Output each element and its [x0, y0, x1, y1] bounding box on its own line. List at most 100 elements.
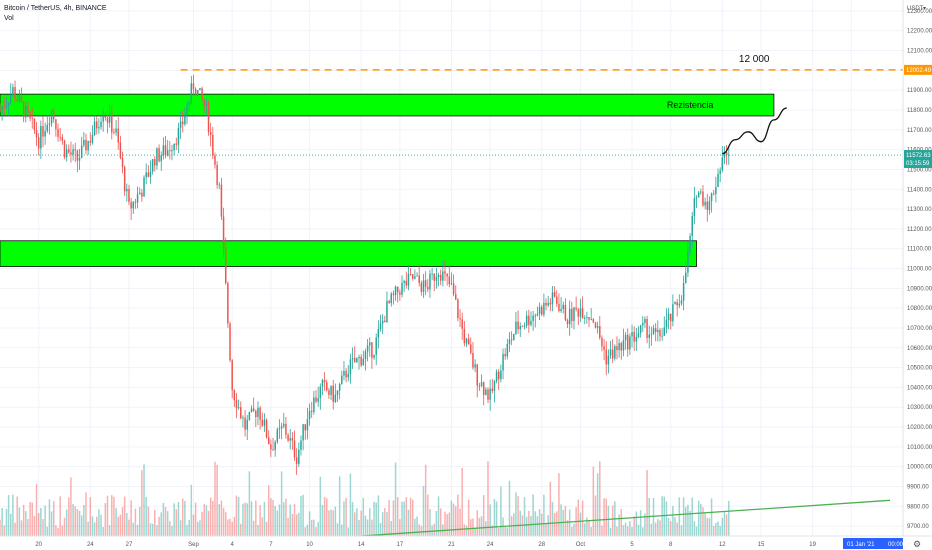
- volume-bar: [414, 518, 416, 536]
- volume-bar: [323, 496, 326, 536]
- volume-label[interactable]: Vol: [4, 15, 14, 22]
- volume-bar: [310, 519, 313, 536]
- volume-bar: [233, 516, 236, 536]
- volume-bar: [229, 518, 231, 536]
- candle-body: [470, 344, 472, 353]
- price-tick-label: 9700.00: [907, 524, 929, 530]
- candle-body: [525, 315, 528, 326]
- axis-menu-icon[interactable]: ▾: [923, 6, 926, 12]
- price-axis[interactable]: USDT ▾ 12300.0012200.0012100.0012000.001…: [902, 0, 932, 536]
- volume-bar: [300, 495, 302, 536]
- volume-bar: [500, 486, 502, 536]
- settings-gear-icon[interactable]: ⚙: [913, 539, 921, 549]
- candle-body: [102, 116, 104, 122]
- candle-body: [461, 319, 463, 329]
- candle-body: [568, 308, 571, 325]
- candle-body: [289, 438, 291, 441]
- time-axis[interactable]: 202427Sep47101417212428Oct5812151922 01 …: [0, 535, 932, 550]
- volume-bar: [257, 524, 259, 536]
- candle-body: [12, 87, 14, 95]
- volume-bar: [416, 516, 418, 536]
- volume-bar: [162, 502, 165, 536]
- volume-bar: [590, 527, 592, 536]
- support-zone[interactable]: [0, 240, 697, 267]
- volume-bar: [158, 516, 160, 536]
- candle-body: [465, 338, 468, 344]
- volume-bar: [706, 517, 709, 536]
- volume-bar: [343, 501, 345, 536]
- projection-path[interactable]: [722, 107, 787, 155]
- candle-body: [145, 172, 147, 178]
- volume-bar: [467, 499, 470, 536]
- volume-bar: [63, 517, 66, 536]
- candle-body: [205, 101, 208, 106]
- candle-body: [700, 191, 702, 193]
- volume-bar: [145, 496, 147, 536]
- candle-body: [414, 276, 416, 279]
- candle-body: [551, 292, 554, 305]
- candle-body: [536, 313, 539, 316]
- volume-bar: [111, 495, 113, 536]
- symbol-title[interactable]: Bitcoin / TetherUS, 4h, BINANCE: [4, 5, 107, 12]
- volume-bar: [68, 497, 70, 536]
- time-tick-label: Sep: [188, 542, 199, 548]
- volume-bar: [302, 494, 304, 536]
- candle-body: [216, 164, 218, 185]
- volume-bar: [59, 496, 61, 536]
- candle-body: [553, 292, 556, 297]
- candle-body: [369, 342, 371, 346]
- volume-bar: [586, 517, 588, 536]
- time-tick-label: 15: [758, 542, 765, 548]
- candle-body: [298, 449, 300, 464]
- zones[interactable]: Rezistencia: [0, 93, 775, 267]
- volume-bar: [470, 519, 472, 536]
- candle-body: [27, 105, 29, 113]
- candle-body: [306, 419, 309, 431]
- volume-bar: [551, 501, 554, 536]
- dashed-level-badge-text: 12002.49: [906, 68, 932, 74]
- price-tick-label: 11100.00: [907, 247, 932, 253]
- volume-bar: [35, 483, 38, 536]
- price-tick-label: 11700.00: [907, 128, 932, 134]
- price-tick-label: 11500.00: [907, 167, 932, 173]
- candle-body: [712, 193, 715, 195]
- resistance-zone[interactable]: [0, 93, 775, 117]
- candle-body: [80, 145, 83, 158]
- price-tick-label: 10800.00: [907, 306, 932, 312]
- volume-bar: [478, 517, 481, 536]
- volume-bar: [596, 473, 599, 536]
- candle-body: [295, 457, 298, 464]
- candle-body: [538, 306, 541, 314]
- price-tick-label: 10000.00: [907, 465, 932, 471]
- candle-body: [315, 397, 317, 402]
- candle-body: [293, 440, 296, 458]
- candle-body: [332, 385, 334, 402]
- volume-bar: [525, 516, 528, 536]
- candle-body: [106, 117, 109, 123]
- volume-bar: [192, 514, 195, 536]
- candle-body: [126, 188, 128, 192]
- candle-body: [304, 424, 307, 431]
- volume-bar: [407, 509, 410, 536]
- candle-body: [390, 293, 393, 304]
- volume-bar: [263, 502, 266, 536]
- candle-body: [579, 308, 582, 317]
- volume-bar: [532, 494, 534, 536]
- candle-body: [452, 283, 455, 295]
- volume-bar: [564, 506, 567, 536]
- volume-bar: [130, 500, 132, 536]
- volume-bar: [293, 504, 296, 536]
- candle-body: [401, 282, 403, 295]
- volume-bar: [418, 524, 420, 536]
- volume-bar: [216, 464, 218, 536]
- candle-body: [356, 358, 358, 363]
- candle-body: [710, 193, 713, 202]
- volume-bar: [199, 520, 201, 536]
- volume-bar: [405, 497, 408, 536]
- volume-trendline[interactable]: [361, 499, 891, 537]
- candle-body: [362, 358, 365, 366]
- candle-body: [674, 302, 676, 305]
- volume-bar: [190, 484, 193, 536]
- candle-body: [104, 116, 107, 118]
